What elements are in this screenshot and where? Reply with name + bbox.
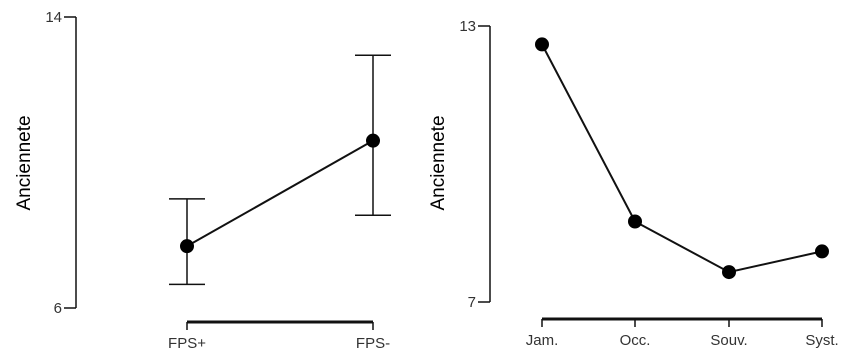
left-data-point xyxy=(180,239,194,254)
left-data-point xyxy=(366,133,380,148)
right-x-tick-label: Souv. xyxy=(710,332,747,349)
left-y-axis-title: Anciennete xyxy=(14,115,35,210)
left-chart: 6 14 FPS+ FPS- Anciennete xyxy=(14,9,391,352)
right-data-point xyxy=(628,214,642,229)
left-y-tick-label: 14 xyxy=(45,9,62,26)
right-data-point xyxy=(722,265,736,280)
left-x-tick-label: FPS- xyxy=(356,335,390,352)
right-x-tick-label: Jam. xyxy=(526,332,559,349)
right-x-tick-label: Occ. xyxy=(620,332,651,349)
left-x-tick-label: FPS+ xyxy=(168,335,206,352)
right-y-tick-label: 7 xyxy=(468,294,476,311)
left-y-tick-label: 6 xyxy=(54,300,62,317)
right-series-line xyxy=(541,43,823,274)
right-y-tick-label: 13 xyxy=(459,18,476,35)
right-data-point xyxy=(535,37,549,52)
right-chart: 7 13 Jam. Occ. Souv. Syst. Anciennete xyxy=(428,18,839,349)
right-data-point xyxy=(815,244,829,259)
right-y-axis-title: Anciennete xyxy=(428,115,449,210)
right-x-tick-label: Syst. xyxy=(805,332,838,349)
left-series-line xyxy=(186,139,374,248)
